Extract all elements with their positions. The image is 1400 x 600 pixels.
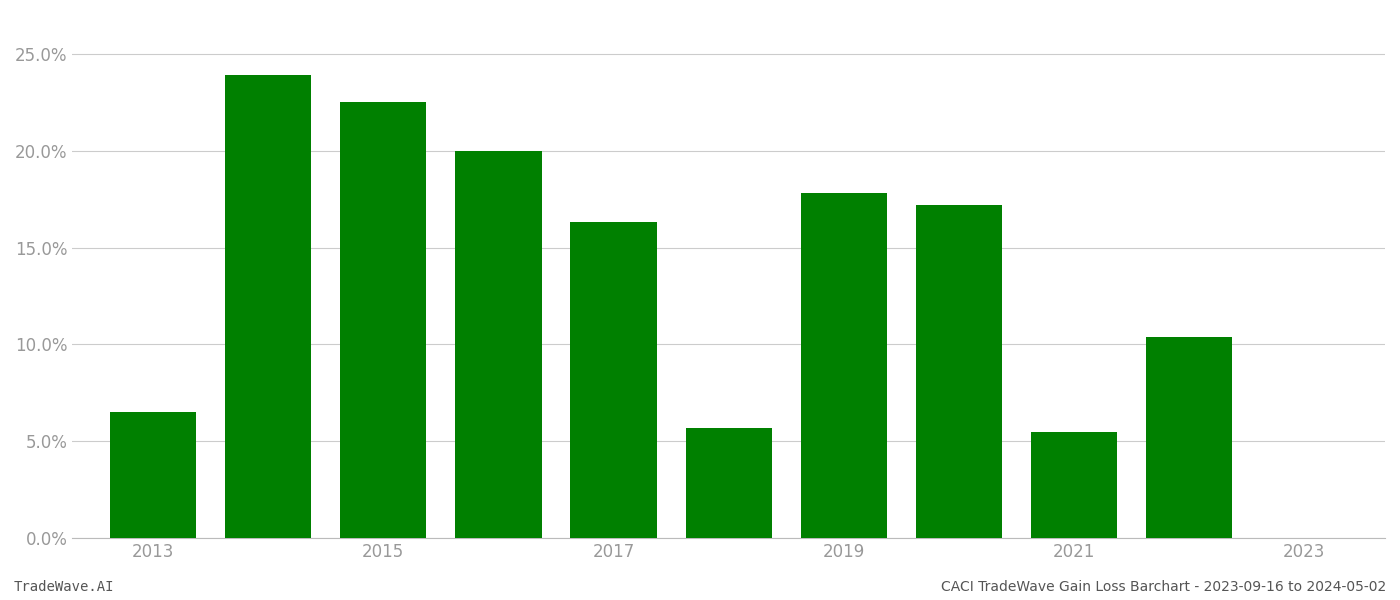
Bar (1030, 431, 1117, 538)
Bar (686, 428, 771, 538)
Bar (225, 75, 311, 538)
Bar (109, 412, 196, 538)
Bar (1147, 337, 1232, 538)
Text: TradeWave.AI: TradeWave.AI (14, 580, 115, 594)
Bar (340, 102, 427, 538)
Bar (570, 223, 657, 538)
Bar (455, 151, 542, 538)
Bar (916, 205, 1002, 538)
Text: CACI TradeWave Gain Loss Barchart - 2023-09-16 to 2024-05-02: CACI TradeWave Gain Loss Barchart - 2023… (941, 580, 1386, 594)
Bar (801, 193, 888, 538)
